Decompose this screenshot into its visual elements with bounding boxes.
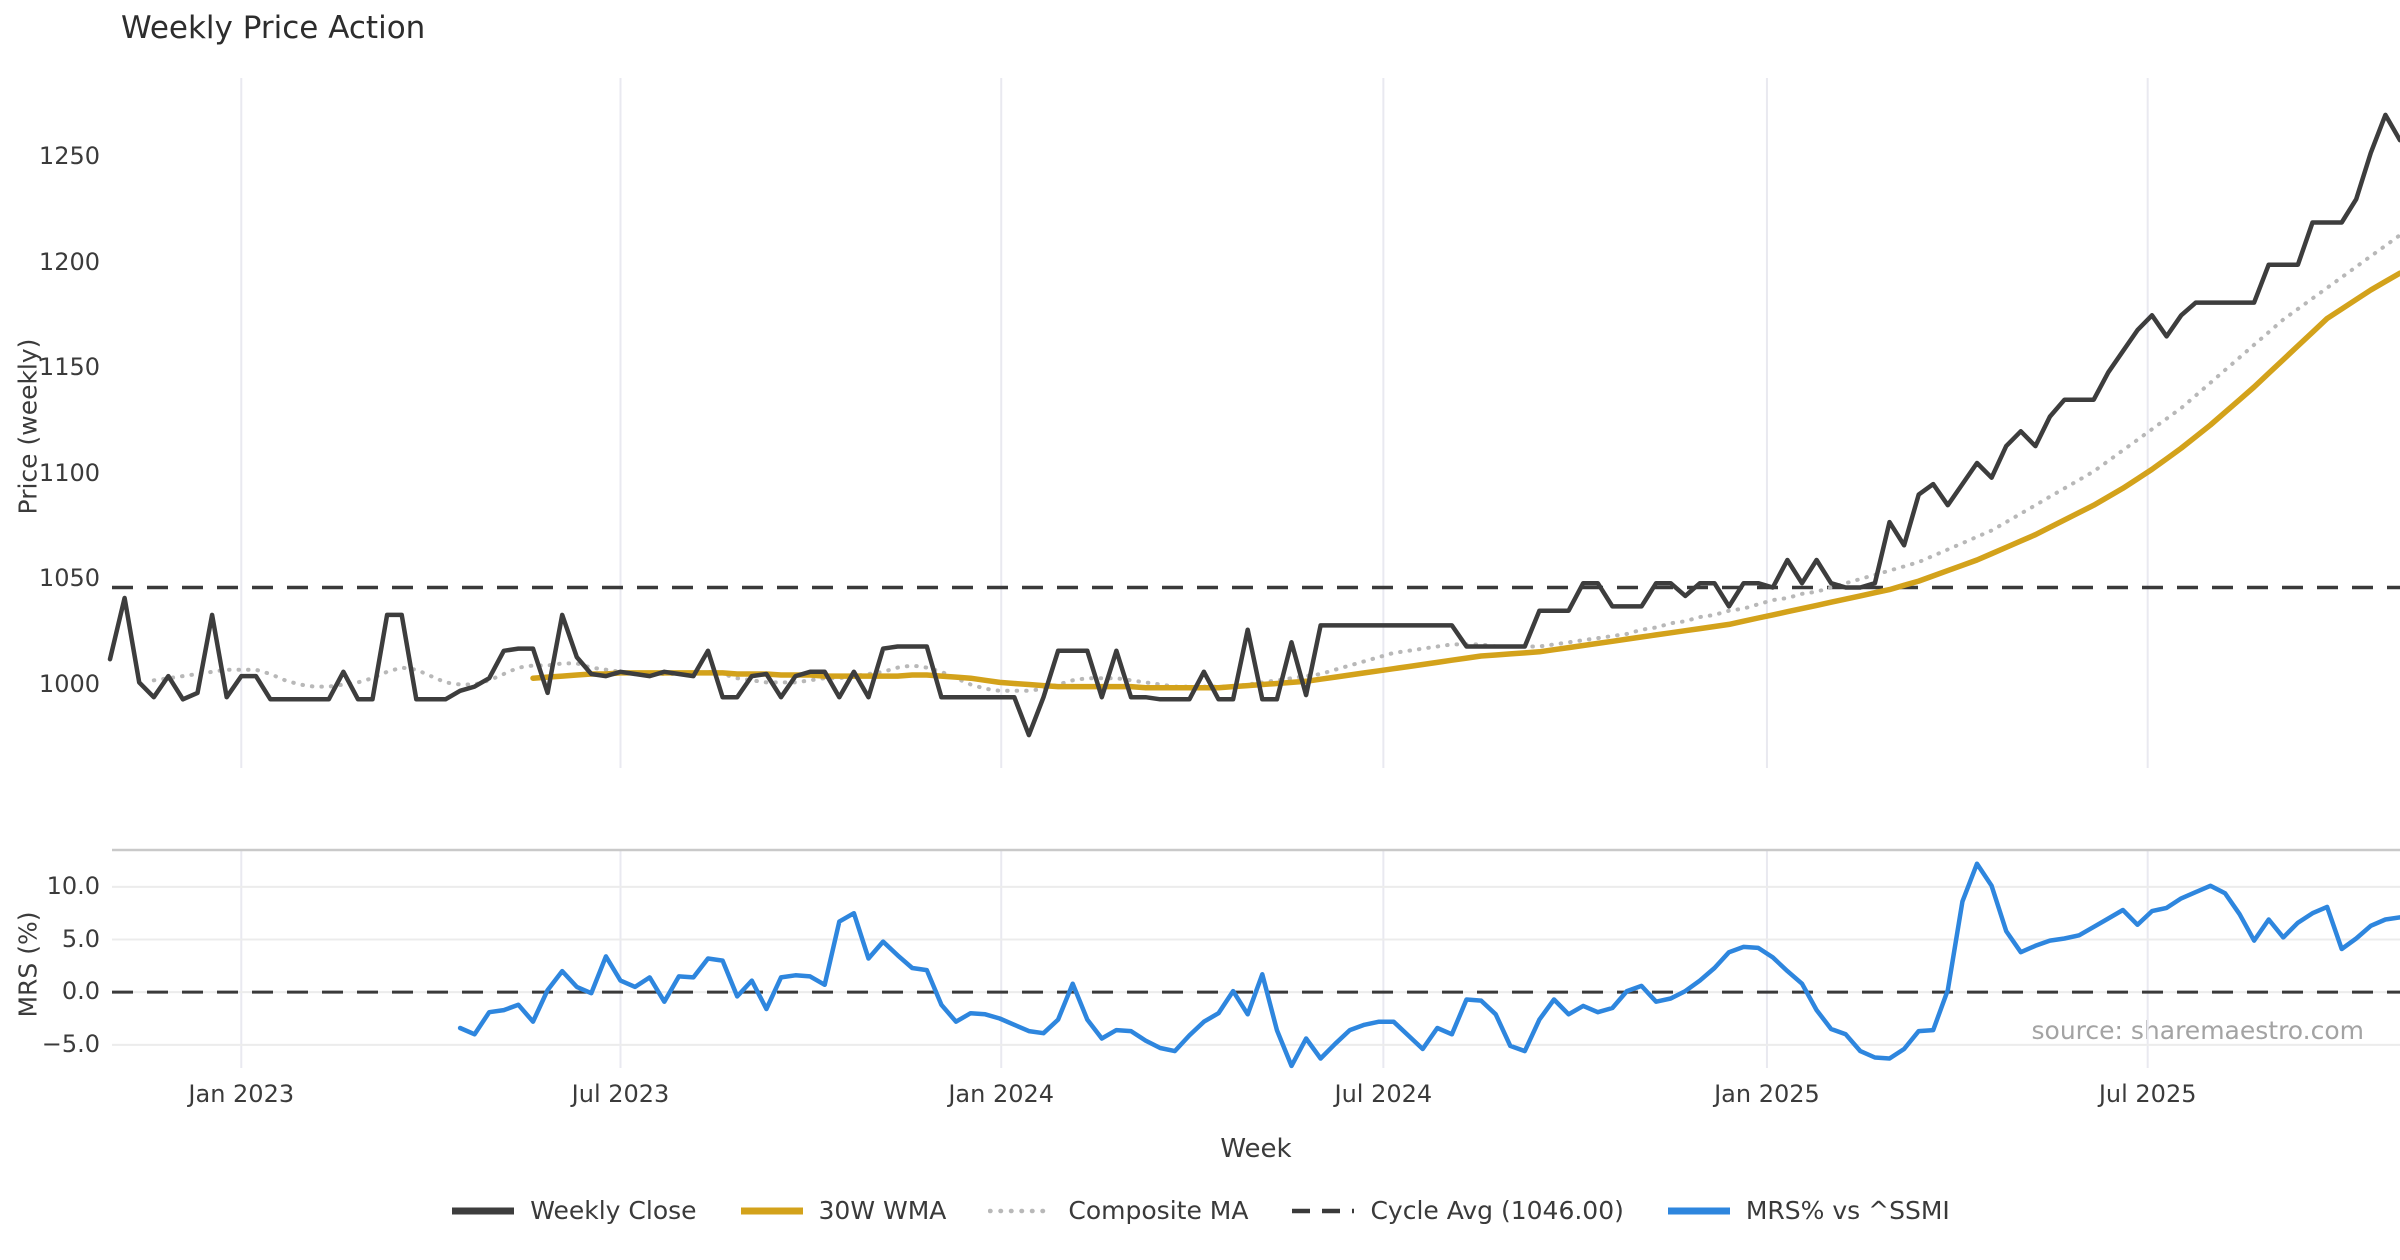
legend-swatch-solid bbox=[1667, 1207, 1730, 1214]
x-tick-label: Jan 2023 bbox=[188, 1080, 295, 1108]
mrs-vs-ssmi-line bbox=[457, 861, 2400, 1069]
week-axis-label: Week bbox=[1220, 1134, 1292, 1164]
y-tick-label: 10.0 bbox=[46, 871, 100, 900]
legend-swatch-dashed bbox=[1292, 1208, 1355, 1213]
y-tick-label: 1000 bbox=[38, 669, 100, 698]
legend-swatch-solid bbox=[740, 1207, 803, 1214]
legend-label: Composite MA bbox=[1068, 1196, 1249, 1225]
legend-label: MRS% vs ^SSMI bbox=[1745, 1196, 1950, 1225]
y-tick-label: 5.0 bbox=[61, 924, 100, 953]
y-tick-label: 1200 bbox=[38, 247, 100, 276]
legend-swatch-solid bbox=[452, 1207, 515, 1214]
30w-wma-line bbox=[530, 270, 2400, 691]
x-tick-label: Jan 2024 bbox=[948, 1080, 1055, 1108]
legend-swatch-dotted bbox=[988, 1208, 1055, 1213]
x-tick-label: Jan 2025 bbox=[1714, 1080, 1820, 1108]
legend: Weekly Close 30W WMA Composite MA Cycle Avg… bbox=[0, 1196, 2400, 1225]
y-tick-label: −5.0 bbox=[41, 1029, 100, 1058]
source-note: source: sharemaestro.com bbox=[2031, 1016, 2365, 1045]
legend-item: Weekly Close bbox=[450, 1196, 697, 1225]
legend-item: Composite MA bbox=[988, 1196, 1248, 1225]
y-tick-label: 1050 bbox=[38, 564, 100, 593]
legend-item: 30W WMA bbox=[739, 1196, 947, 1225]
y-tick-label: 1100 bbox=[38, 458, 100, 487]
legend-item: Cycle Avg (1046.00) bbox=[1290, 1196, 1624, 1225]
y-tick-label: 1250 bbox=[38, 142, 100, 171]
x-tick-label: Jul 2025 bbox=[2098, 1080, 2197, 1108]
weekly-close-line bbox=[107, 112, 2400, 738]
legend-item: MRS% vs ^SSMI bbox=[1666, 1196, 1950, 1225]
legend-label: Weekly Close bbox=[530, 1196, 697, 1225]
y-tick-label: 1150 bbox=[38, 353, 100, 382]
legend-label: 30W WMA bbox=[818, 1196, 947, 1225]
x-tick-label: Jul 2023 bbox=[571, 1080, 670, 1108]
chart-title: Weekly Price Action bbox=[121, 10, 426, 46]
y-tick-label: 0.0 bbox=[61, 977, 100, 1006]
composite-ma-line bbox=[151, 233, 2400, 693]
legend-label: Cycle Avg (1046.00) bbox=[1370, 1196, 1624, 1225]
x-tick-label: Jul 2024 bbox=[1334, 1080, 1433, 1108]
